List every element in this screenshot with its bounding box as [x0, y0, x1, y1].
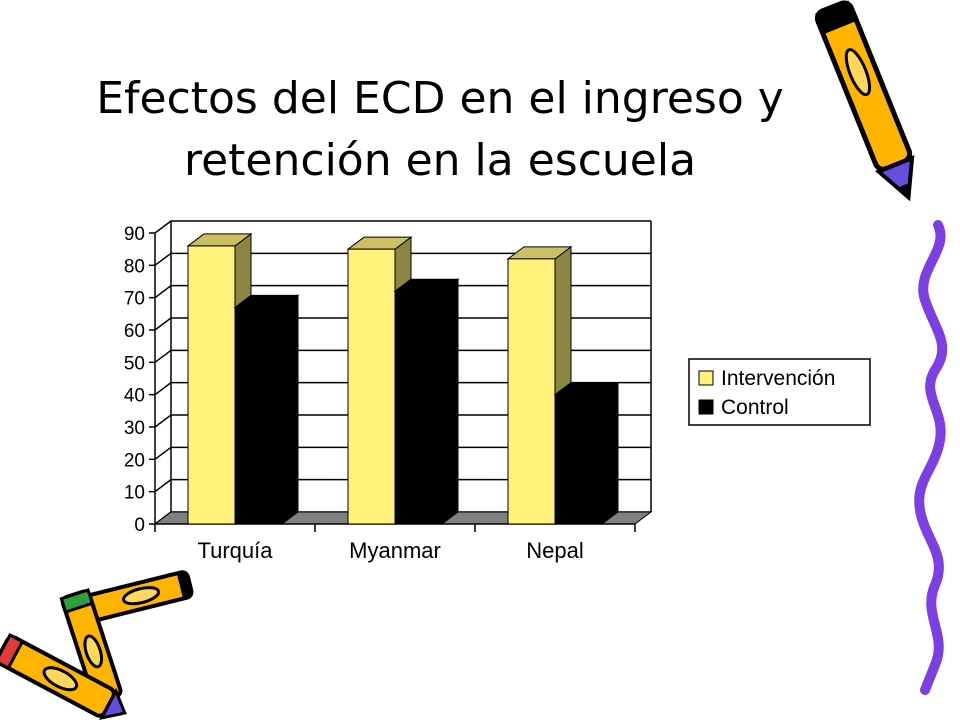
legend-label: Intervención — [721, 367, 835, 390]
pencil-bottom-left-a-icon — [69, 570, 194, 626]
title-line-2: retención en la escuela — [183, 135, 697, 186]
pencil-top-right-icon — [814, 0, 915, 202]
title-line-1: Efectos del ECD en el ingreso y — [96, 73, 784, 124]
pencil-bottom-left-b-icon — [59, 588, 123, 704]
bar-intervención-0 — [187, 245, 236, 525]
y-tick-label: 0 — [134, 515, 145, 536]
bar-control-1 — [394, 290, 443, 525]
bar-intervención-1 — [347, 248, 396, 525]
bar-side-control-0 — [281, 294, 299, 525]
bar-intervención-2 — [507, 258, 556, 525]
x-category-label: Myanmar — [349, 538, 441, 563]
bar-side-control-2 — [601, 381, 619, 525]
x-category-label: Nepal — [526, 538, 583, 563]
y-tick-label: 20 — [124, 450, 145, 471]
y-tick-label: 10 — [124, 483, 145, 504]
bar-control-0 — [234, 306, 283, 525]
legend-box — [688, 358, 871, 426]
y-tick-label: 90 — [124, 224, 145, 245]
y-tick-label: 80 — [124, 256, 145, 277]
bar-control-2 — [554, 394, 603, 525]
y-tick-label: 70 — [124, 289, 145, 310]
y-tick-label: 40 — [124, 386, 145, 407]
slide-title: Efectos del ECD en el ingreso y retenció… — [60, 68, 820, 192]
squiggle-line-icon — [914, 220, 948, 695]
legend-swatch — [698, 370, 714, 386]
pencil-bottom-left-c-icon — [0, 632, 127, 720]
y-tick-label: 30 — [124, 418, 145, 439]
legend-label: Control — [721, 396, 789, 419]
x-category-label: Turquía — [197, 538, 273, 563]
y-tick-label: 50 — [124, 353, 145, 374]
bar-side-control-1 — [441, 278, 459, 525]
legend-swatch — [698, 399, 714, 415]
y-tick-label: 60 — [124, 321, 145, 342]
